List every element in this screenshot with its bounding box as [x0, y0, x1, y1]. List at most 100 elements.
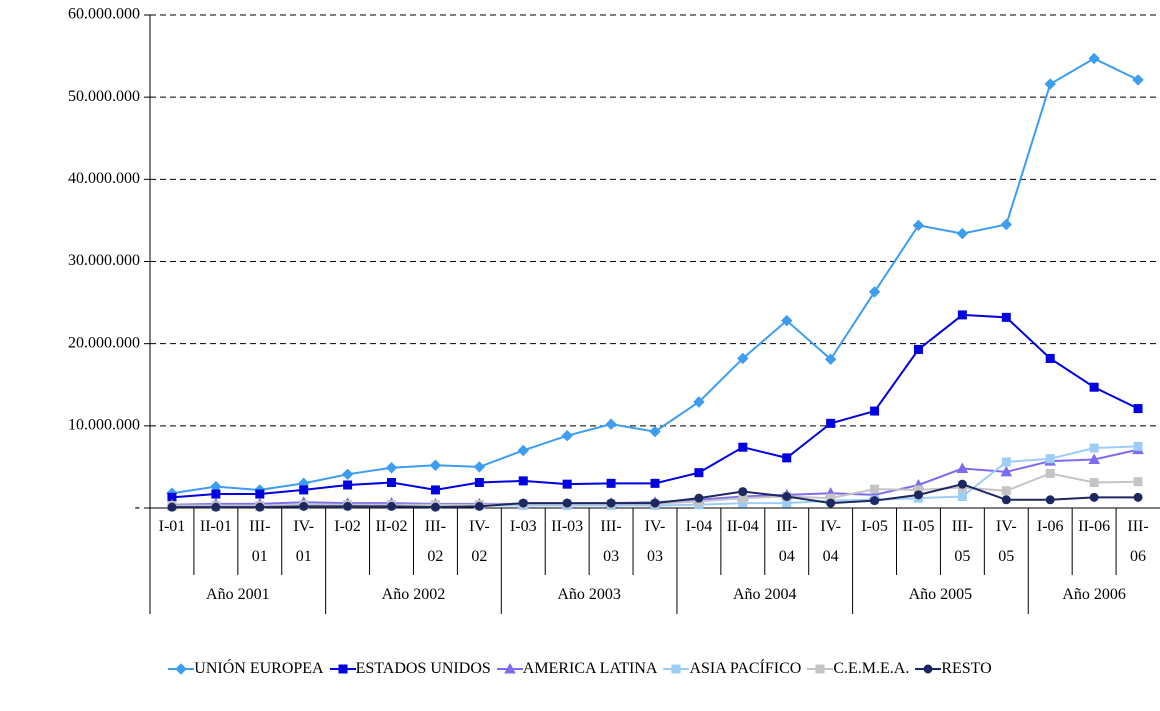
- marker: [1001, 312, 1011, 322]
- x-tick-label: III-05: [951, 518, 974, 565]
- legend: UNIÓN EUROPEA ESTADOS UNIDOS AMERICA LATIN…: [0, 660, 1160, 678]
- legend-swatch: [807, 664, 834, 674]
- marker: [1000, 465, 1013, 477]
- marker: [868, 286, 881, 298]
- marker: [826, 498, 836, 508]
- marker: [870, 496, 880, 506]
- legend-item: RESTO: [915, 660, 992, 678]
- marker: [956, 462, 969, 474]
- marker: [1089, 382, 1099, 392]
- x-tick-label: IV-01: [293, 518, 315, 565]
- marker: [562, 498, 572, 508]
- legend-swatch: [663, 664, 690, 674]
- x-tick-label: II-02: [375, 518, 408, 535]
- legend-item: ESTADOS UNIDOS: [329, 660, 491, 678]
- marker: [167, 502, 177, 512]
- x-tick-label: IV-04: [820, 518, 842, 565]
- marker: [605, 418, 617, 430]
- marker: [1133, 404, 1143, 414]
- group-label: Año 2004: [732, 586, 797, 603]
- marker: [694, 468, 704, 478]
- legend-item: C.E.M.E.A.: [807, 660, 909, 678]
- x-tick-label: II-01: [199, 518, 232, 535]
- marker: [430, 502, 440, 512]
- y-tick-label: 60.000.000: [68, 6, 140, 23]
- legend-label: AMERICA LATINA: [522, 660, 658, 677]
- marker: [870, 484, 880, 494]
- marker: [782, 491, 792, 501]
- marker: [956, 227, 969, 240]
- marker: [1000, 218, 1013, 231]
- marker: [338, 664, 348, 674]
- x-tick-label: III-03: [600, 518, 622, 565]
- marker: [517, 444, 529, 457]
- marker: [781, 314, 793, 327]
- group-label: Año 2002: [381, 586, 446, 603]
- marker: [671, 664, 681, 674]
- legend-item: AMERICA LATINA: [496, 660, 658, 678]
- legend-swatch: [329, 664, 356, 674]
- x-tick-label: I-04: [685, 518, 713, 535]
- group-label: Año 2001: [206, 586, 270, 603]
- marker: [1089, 492, 1099, 502]
- marker: [299, 485, 309, 495]
- x-tick-label: I-03: [509, 518, 537, 535]
- legend-label: ASIA PACÍFICO: [689, 660, 802, 677]
- x-tick-label: IV-03: [644, 518, 666, 565]
- marker: [737, 352, 749, 365]
- y-tick-label: -: [135, 499, 140, 516]
- marker: [473, 461, 486, 473]
- legend-label: RESTO: [941, 660, 992, 677]
- marker: [1001, 486, 1011, 496]
- marker: [1133, 477, 1143, 487]
- x-tick-label: I-05: [861, 518, 888, 535]
- marker: [561, 429, 573, 442]
- x-tick-label: IV-05: [995, 518, 1017, 565]
- marker: [503, 662, 516, 674]
- marker: [1088, 453, 1100, 465]
- marker: [606, 478, 616, 488]
- marker: [343, 501, 353, 511]
- marker: [1045, 454, 1055, 464]
- group-label: Año 2006: [1062, 586, 1126, 603]
- marker: [815, 664, 825, 674]
- marker: [255, 502, 265, 512]
- marker: [1089, 443, 1099, 453]
- marker: [1133, 492, 1143, 502]
- marker: [923, 664, 933, 674]
- legend-item: ASIA PACÍFICO: [663, 660, 801, 678]
- legend-label: C.E.M.E.A.: [833, 660, 910, 677]
- marker: [385, 462, 398, 474]
- marker: [299, 501, 309, 511]
- marker: [343, 480, 353, 490]
- marker: [913, 490, 923, 500]
- marker: [255, 489, 265, 499]
- marker: [738, 487, 748, 497]
- y-tick-label: 10.000.000: [68, 417, 140, 434]
- legend-label: UNIÓN EUROPEA: [194, 660, 324, 677]
- marker: [693, 396, 705, 408]
- legend-swatch: [496, 662, 523, 674]
- x-tick-label: III-01: [249, 518, 271, 565]
- marker: [1132, 74, 1144, 86]
- marker: [1089, 478, 1099, 488]
- group-label: Año 2003: [557, 586, 621, 603]
- marker: [518, 498, 528, 508]
- marker: [870, 406, 880, 416]
- marker: [650, 478, 660, 488]
- marker: [429, 459, 442, 471]
- marker: [387, 478, 397, 488]
- marker: [211, 489, 221, 499]
- x-tick-label: I-06: [1036, 518, 1064, 535]
- marker: [826, 418, 836, 428]
- x-tick-label: II-03: [551, 518, 584, 535]
- legend-swatch: [168, 663, 195, 675]
- marker: [913, 344, 923, 354]
- x-tick-label: III-06: [1127, 518, 1149, 565]
- marker: [341, 468, 354, 481]
- x-tick-label: IV-02: [468, 518, 490, 565]
- legend-item: UNIÓN EUROPEA: [168, 660, 324, 678]
- marker: [1133, 441, 1143, 451]
